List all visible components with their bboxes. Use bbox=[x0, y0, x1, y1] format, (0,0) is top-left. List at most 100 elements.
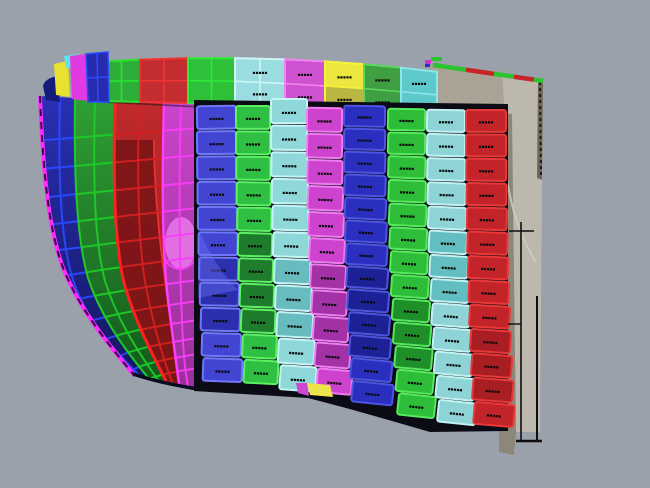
hull-plate[interactable]: ▪▪▪▪▪ bbox=[200, 331, 243, 358]
hull-plate[interactable]: ▪▪▪▪▪ bbox=[271, 204, 310, 232]
hull-plate[interactable]: ▪▪▪▪▪ bbox=[309, 263, 348, 291]
hull-plate[interactable]: ▪▪▪▪▪ bbox=[276, 337, 316, 366]
hull-plate[interactable]: ▪▪▪▪▪ bbox=[270, 177, 310, 205]
hull-plate[interactable]: ▪▪▪▪▪ bbox=[430, 302, 472, 329]
hull-plate[interactable]: ▪▪▪▪▪ bbox=[305, 132, 344, 160]
strake-green-surface[interactable] bbox=[74, 98, 166, 381]
hull-plate[interactable]: ▪▪▪▪▪ bbox=[313, 341, 352, 370]
seam-blue-green bbox=[73, 97, 151, 381]
hull-plate[interactable]: ▪▪▪▪▪ bbox=[466, 230, 509, 256]
hull-plate[interactable]: ▪▪▪▪▪ bbox=[425, 108, 467, 133]
hull-plate[interactable]: ▪▪▪▪▪ bbox=[310, 289, 349, 317]
hull-plate[interactable]: ▪▪▪▪▪ bbox=[465, 182, 508, 207]
hull-plate[interactable]: ▪▪▪▪▪ bbox=[201, 357, 244, 383]
hull-plate[interactable]: ▪▪▪▪▪ bbox=[426, 157, 467, 182]
hull-plate[interactable]: ▪▪▪▪▪ bbox=[270, 151, 309, 178]
hull-plate[interactable]: ▪▪▪▪▪ bbox=[273, 284, 313, 312]
hull-plate[interactable]: ▪▪▪▪▪ bbox=[386, 107, 427, 132]
hull-plate[interactable]: ▪▪▪▪▪ bbox=[392, 321, 433, 348]
hull-plate[interactable]: ▪▪▪▪▪ bbox=[195, 130, 238, 156]
corner-magenta-strip[interactable] bbox=[70, 54, 88, 101]
hull-plate[interactable]: ▪▪▪▪▪ bbox=[349, 357, 394, 384]
hull-plate[interactable]: ▪▪▪▪▪ bbox=[429, 278, 471, 304]
hull-plate[interactable]: ▪▪▪▪▪ bbox=[350, 380, 395, 407]
hull-plate[interactable]: ▪▪▪▪▪ bbox=[388, 226, 429, 252]
hull-plate[interactable]: ▪▪▪▪▪ bbox=[387, 178, 427, 204]
hull-plate[interactable]: ▪▪▪▪▪ bbox=[389, 250, 429, 276]
hull-plate[interactable]: ▪▪▪▪▪ bbox=[468, 303, 512, 330]
hull-plate[interactable]: ▪▪▪▪▪ bbox=[346, 288, 391, 314]
hull-plate[interactable]: ▪▪▪▪▪ bbox=[235, 155, 272, 181]
hull-plate[interactable]: ▪▪▪▪▪ bbox=[393, 345, 434, 372]
hull-plate[interactable]: ▪▪▪▪▪ bbox=[236, 206, 273, 232]
hull-plate[interactable]: ▪▪▪▪▪ bbox=[428, 253, 470, 280]
hull-plate[interactable]: ▪▪▪▪▪ bbox=[467, 279, 511, 305]
hull-plate[interactable]: ▪▪▪▪▪ bbox=[436, 399, 478, 427]
hull-plate[interactable]: ▪▪▪▪▪ bbox=[425, 132, 467, 158]
hull-plate[interactable]: ▪▪▪▪▪ bbox=[347, 334, 393, 360]
hull-plate[interactable]: ▪▪▪▪▪ bbox=[465, 206, 509, 232]
hull-plate[interactable]: ▪▪▪▪▪ bbox=[426, 181, 468, 207]
hull-plate[interactable]: ▪▪▪▪▪ bbox=[471, 376, 515, 404]
deck-plate-deck-r1[interactable] bbox=[139, 57, 189, 105]
hull-plate[interactable]: ▪▪▪▪▪ bbox=[272, 257, 312, 286]
hull-plate[interactable]: ▪▪▪▪▪ bbox=[241, 333, 278, 360]
hull-plate[interactable]: ▪▪▪▪▪ bbox=[386, 131, 427, 156]
hull-plate[interactable]: ▪▪▪▪▪ bbox=[472, 401, 516, 428]
hull-plate[interactable]: ▪▪▪▪▪ bbox=[237, 257, 275, 284]
wireframe-strake-magenta[interactable] bbox=[41, 102, 198, 392]
hull-plate[interactable]: ▪▪▪▪▪ bbox=[345, 265, 390, 291]
hull-plate[interactable]: ▪▪▪▪▪ bbox=[434, 374, 476, 402]
deck-edge-stripe bbox=[432, 62, 467, 73]
hull-plate[interactable]: ▪▪▪▪▪ bbox=[389, 273, 430, 300]
hull-plate[interactable]: ▪▪▪▪▪ bbox=[195, 104, 238, 130]
hull-plate[interactable]: ▪▪▪▪▪ bbox=[236, 231, 274, 258]
hull-plate[interactable]: ▪▪▪▪▪ bbox=[394, 368, 436, 396]
hull-plate[interactable]: ▪▪▪▪▪ bbox=[468, 328, 513, 355]
hull-plate[interactable]: ▪▪▪▪▪ bbox=[465, 157, 508, 183]
hull-plate[interactable]: ▪▪▪▪▪ bbox=[427, 229, 469, 256]
hull-plate[interactable]: ▪▪▪▪▪ bbox=[469, 352, 514, 379]
hull-plate[interactable]: ▪▪▪▪▪ bbox=[431, 326, 473, 353]
hull-plate[interactable]: ▪▪▪▪▪ bbox=[271, 231, 311, 259]
hull-plate[interactable]: ▪▪▪▪▪ bbox=[235, 105, 271, 130]
hull-plate[interactable]: ▪▪▪▪▪ bbox=[238, 282, 276, 309]
hull-plate[interactable]: ▪▪▪▪▪ bbox=[270, 124, 309, 151]
hull-plate[interactable]: ▪▪▪▪▪ bbox=[242, 358, 280, 386]
hull-plate[interactable]: ▪▪▪▪▪ bbox=[343, 173, 387, 198]
hull-plate[interactable]: ▪▪▪▪▪ bbox=[465, 109, 507, 133]
hull-plate[interactable]: ▪▪▪▪▪ bbox=[343, 219, 388, 244]
hull-plate[interactable]: ▪▪▪▪▪ bbox=[196, 180, 238, 206]
hull-plate[interactable]: ▪▪▪▪▪ bbox=[346, 311, 392, 337]
hull-plate[interactable]: ▪▪▪▪▪ bbox=[342, 104, 387, 128]
hull-plate[interactable]: ▪▪▪▪▪ bbox=[311, 315, 351, 344]
hull-plate[interactable]: ▪▪▪▪▪ bbox=[196, 206, 238, 231]
hull-plate[interactable]: ▪▪▪▪▪ bbox=[235, 130, 272, 156]
hull-plate[interactable]: ▪▪▪▪▪ bbox=[343, 196, 388, 221]
hull-plate[interactable]: ▪▪▪▪▪ bbox=[426, 205, 468, 231]
hull-plate[interactable]: ▪▪▪▪▪ bbox=[307, 211, 346, 238]
hull-plate[interactable]: ▪▪▪▪▪ bbox=[239, 308, 277, 335]
deck-plate-deck-g2[interactable] bbox=[187, 57, 236, 106]
hull-plate[interactable]: ▪▪▪▪▪ bbox=[464, 133, 508, 158]
hull-plate[interactable]: ▪▪▪▪▪ bbox=[396, 392, 437, 420]
hull-plate[interactable]: ▪▪▪▪▪ bbox=[275, 310, 315, 339]
hull-plate[interactable]: ▪▪▪▪▪ bbox=[342, 150, 387, 175]
corner-yellow-plate[interactable] bbox=[54, 61, 70, 97]
hull-plate[interactable]: ▪▪▪▪▪ bbox=[344, 242, 389, 268]
hull-plate[interactable]: ▪▪▪▪▪ bbox=[196, 155, 238, 181]
hull-plate[interactable]: ▪▪▪▪▪ bbox=[270, 98, 308, 125]
hull-plate[interactable]: ▪▪▪▪▪ bbox=[432, 350, 475, 378]
hull-plate[interactable]: ▪▪▪▪▪ bbox=[387, 155, 427, 180]
hull-plate[interactable]: ▪▪▪▪▪ bbox=[342, 127, 387, 151]
hull-plate[interactable]: ▪▪▪▪▪ bbox=[235, 181, 272, 207]
hull-plate[interactable]: ▪▪▪▪▪ bbox=[387, 202, 428, 228]
hull-plate[interactable]: ▪▪▪▪▪ bbox=[306, 184, 345, 212]
hull-plate[interactable]: ▪▪▪▪▪ bbox=[390, 297, 432, 324]
hull-plate[interactable]: ▪▪▪▪▪ bbox=[306, 158, 344, 186]
hull-plate[interactable]: ▪▪▪▪▪ bbox=[305, 106, 344, 133]
hull-plate[interactable]: ▪▪▪▪▪ bbox=[466, 255, 510, 281]
hull-plate[interactable]: ▪▪▪▪▪ bbox=[199, 306, 242, 333]
hull-plate[interactable]: ▪▪▪▪▪ bbox=[308, 237, 346, 265]
